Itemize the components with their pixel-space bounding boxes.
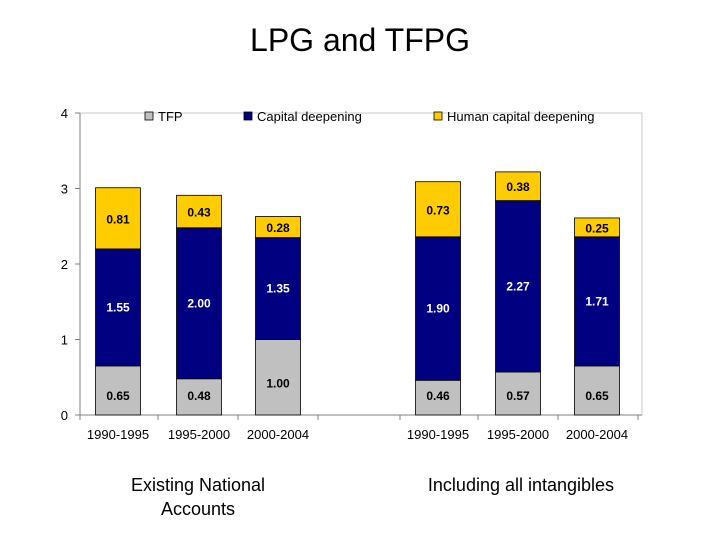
bar-human-capital-deepening bbox=[255, 216, 301, 238]
legend-swatch-capital-deepening bbox=[243, 111, 253, 121]
bar-human-capital-deepening bbox=[415, 181, 461, 238]
data-label-tfp: 0.65 bbox=[106, 389, 130, 403]
x-tick-label: 2000-2004 bbox=[566, 427, 628, 442]
data-label-tfp: 0.65 bbox=[585, 389, 609, 403]
data-label-capital-deepening: 1.71 bbox=[585, 294, 609, 308]
bar-capital-deepening bbox=[415, 236, 461, 381]
data-label-capital-deepening: 2.27 bbox=[506, 279, 530, 293]
x-tick-label: 1995-2000 bbox=[168, 427, 230, 442]
bar-human-capital-deepening bbox=[176, 194, 222, 229]
data-label-capital-deepening: 1.35 bbox=[266, 282, 290, 296]
x-tick-label: 1990-1995 bbox=[407, 427, 469, 442]
data-label-tfp: 0.46 bbox=[426, 389, 450, 403]
bar-capital-deepening bbox=[176, 227, 222, 380]
data-label-tfp: 0.57 bbox=[506, 389, 530, 403]
x-tick-label: 1995-2000 bbox=[487, 427, 549, 442]
bar-tfp bbox=[415, 379, 461, 416]
data-label-capital-deepening: 1.90 bbox=[426, 302, 450, 316]
y-tick-label: 1 bbox=[61, 333, 68, 348]
x-tick-label: 2000-2004 bbox=[247, 427, 309, 442]
bar-capital-deepening bbox=[255, 237, 301, 340]
data-label-tfp: 0.48 bbox=[187, 389, 211, 403]
y-tick-label: 0 bbox=[61, 408, 68, 423]
bar-capital-deepening bbox=[574, 236, 620, 367]
x-tick-label: 1990-1995 bbox=[87, 427, 149, 442]
data-label-human-capital-deepening: 0.73 bbox=[426, 203, 450, 217]
data-label-human-capital-deepening: 0.81 bbox=[106, 212, 130, 226]
bar-human-capital-deepening bbox=[574, 217, 620, 238]
bar-tfp bbox=[176, 378, 222, 416]
legend-label-capital-deepening: Capital deepening bbox=[257, 109, 362, 124]
data-label-human-capital-deepening: 0.28 bbox=[266, 221, 290, 235]
plot-area bbox=[79, 112, 643, 416]
y-tick-label: 2 bbox=[61, 257, 68, 272]
data-label-human-capital-deepening: 0.43 bbox=[187, 206, 211, 220]
data-label-capital-deepening: 2.00 bbox=[187, 296, 211, 310]
legend-label-tfp: TFP bbox=[158, 109, 183, 124]
legend-swatch-human-capital-deepening bbox=[433, 111, 443, 121]
y-tick-label: 4 bbox=[61, 106, 68, 121]
caption-including-all-intangibles: Including all intangibles bbox=[427, 475, 615, 495]
bar-tfp bbox=[574, 365, 620, 416]
data-label-tfp: 1.00 bbox=[266, 376, 290, 390]
legend-label-human-capital-deepening: Human capital deepening bbox=[447, 109, 594, 124]
data-label-human-capital-deepening: 0.38 bbox=[506, 180, 530, 194]
bar-human-capital-deepening bbox=[495, 171, 541, 201]
page-title: LPG and TFPG bbox=[250, 22, 470, 58]
bar-tfp bbox=[255, 339, 301, 416]
caption-existing-national-accounts: Existing National Accounts bbox=[130, 475, 266, 519]
bar-human-capital-deepening bbox=[95, 187, 141, 250]
y-tick-label: 3 bbox=[61, 182, 68, 197]
legend-swatch-tfp bbox=[144, 111, 154, 121]
data-label-human-capital-deepening: 0.25 bbox=[585, 221, 609, 235]
data-label-capital-deepening: 1.55 bbox=[106, 300, 130, 314]
